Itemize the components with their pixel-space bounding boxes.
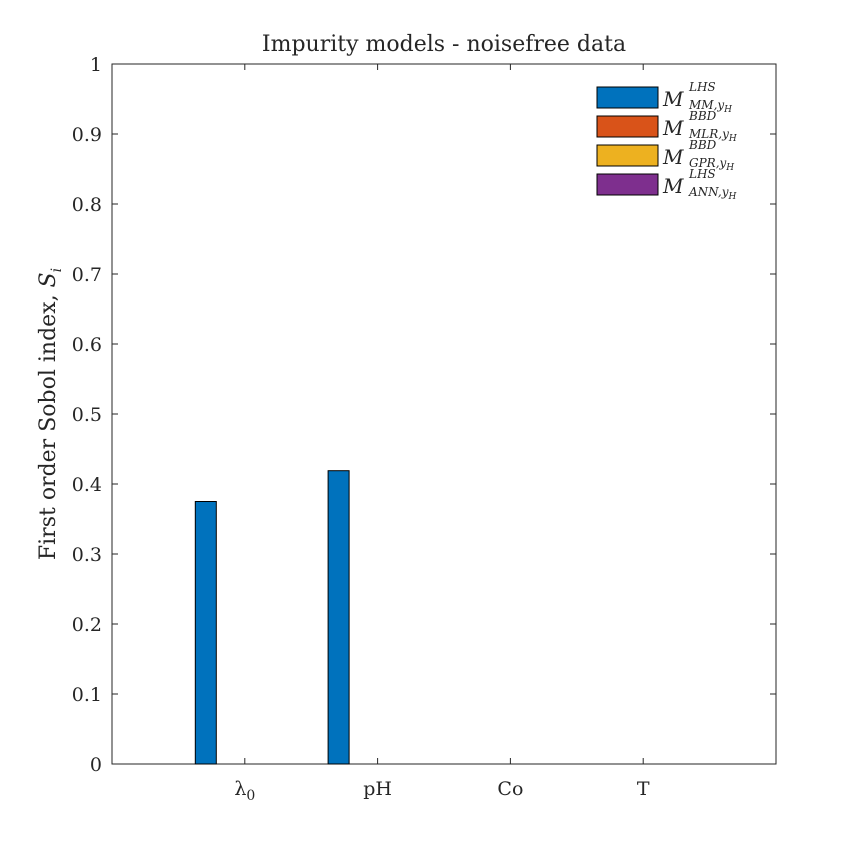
y-tick-label: 0.2 (72, 614, 102, 636)
y-tick-label: 0.6 (72, 334, 102, 356)
legend-label: M (662, 87, 684, 111)
y-tick-label: 0 (90, 754, 102, 776)
legend-label-sub: MLR,yH (688, 127, 737, 144)
legend-swatch (596, 173, 659, 196)
y-tick-label: 0.4 (72, 474, 102, 496)
legend-swatch (596, 144, 659, 167)
plot-area: 0 0.1 0.2 0.3 0.4 0.5 0.6 0.7 0.8 0.9 1 λ0 pH Co T (72, 54, 777, 804)
legend-label: M (662, 145, 684, 169)
y-tick-label: 0.5 (72, 404, 102, 426)
x-tick-label: T (637, 778, 650, 800)
bar (194, 501, 217, 765)
x-tick-label: pH (363, 778, 392, 800)
legend-swatch (596, 86, 659, 109)
y-tick-label: 0.8 (72, 194, 102, 216)
y-tick-label: 0.9 (72, 124, 102, 146)
legend-label-sup: BBD (688, 109, 717, 123)
legend-label-sup: LHS (688, 167, 716, 181)
y-tick-label: 0.1 (72, 684, 102, 706)
y-axis-label: First order Sobol index, Si (36, 268, 65, 560)
legend-label-sub: GPR,yH (689, 156, 734, 173)
y-tick-label: 1 (90, 54, 102, 76)
legend-label-sup: LHS (688, 80, 716, 94)
y-tick-label: 0.3 (72, 544, 102, 566)
legend-label-sub: ANN,yH (688, 185, 737, 202)
chart-title: Impurity models - noisefree data (262, 32, 626, 57)
x-tick-label: λ0 (234, 778, 255, 804)
legend-label: M (662, 116, 684, 140)
y-tick-label: 0.7 (72, 264, 102, 286)
bar (327, 470, 350, 765)
legend-label-sup: BBD (688, 138, 717, 152)
x-tick-label: Co (497, 778, 523, 800)
legend-swatch (596, 115, 659, 138)
legend-label: M (662, 174, 684, 198)
legend-label-sub: MM,yH (688, 98, 732, 115)
